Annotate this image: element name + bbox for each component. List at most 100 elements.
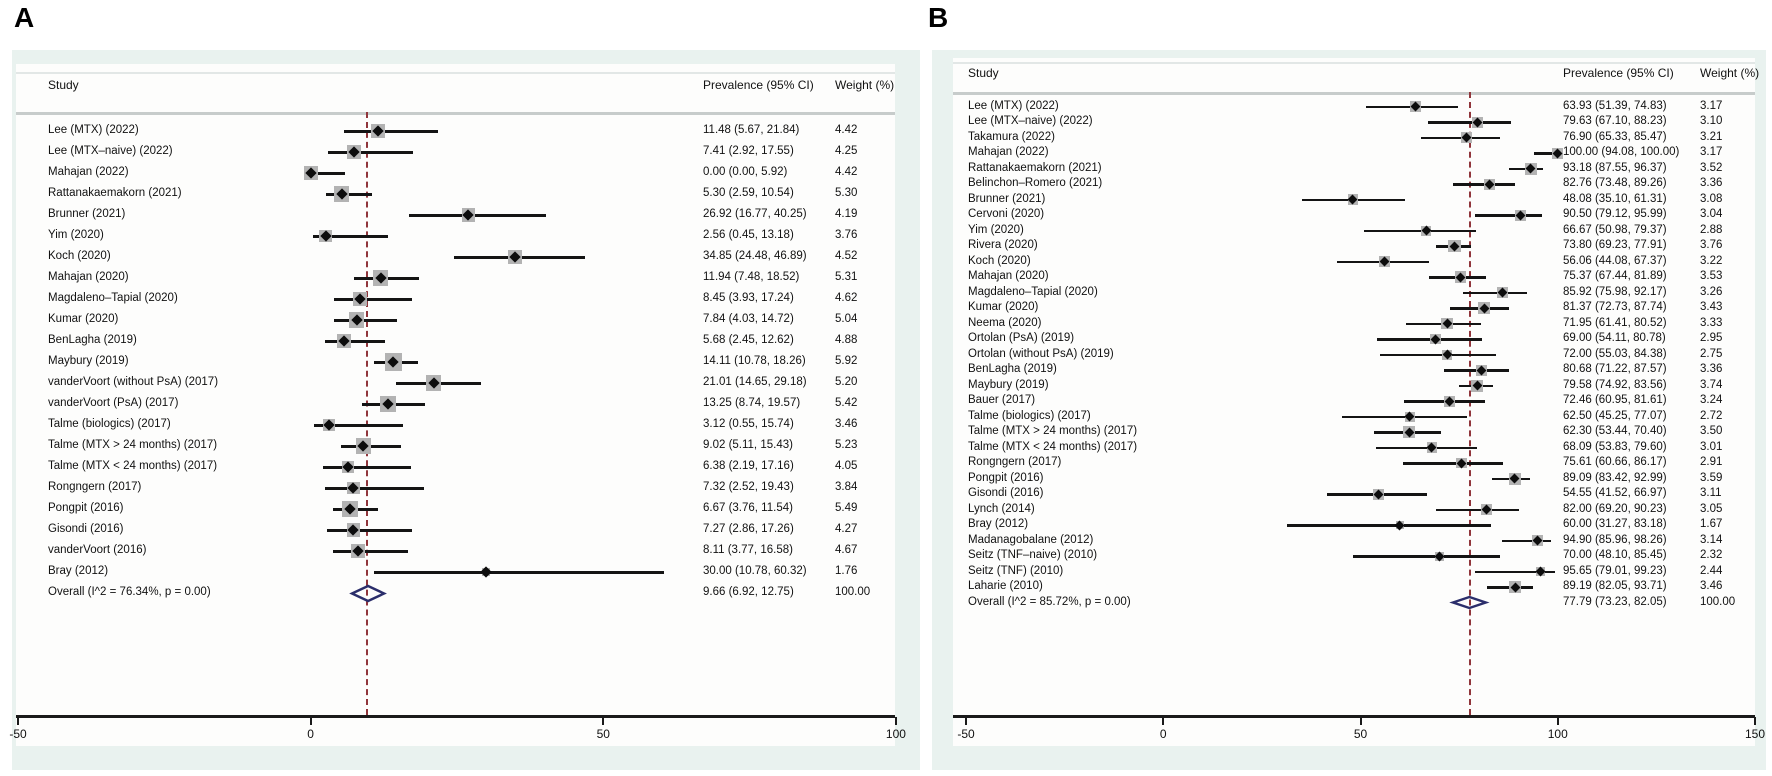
study-label: vanderVoort (without PsA) (2017) bbox=[48, 376, 219, 388]
study-label: Ortolan (PsA) (2019) bbox=[968, 332, 1075, 345]
table-top-rule bbox=[953, 62, 1755, 64]
axis-tick bbox=[17, 717, 19, 725]
study-label: Talme (MTX < 24 months) (2017) bbox=[968, 440, 1138, 453]
ci-line bbox=[327, 528, 412, 532]
table-row: Talme (MTX < 24 months) (2017) 68.09 (53.… bbox=[953, 440, 1755, 456]
prevalence-value: 7.41 (2.92, 17.55) bbox=[703, 145, 794, 157]
axis-tick bbox=[1556, 717, 1559, 725]
prevalence-value: 68.09 (53.83, 79.60) bbox=[1563, 440, 1667, 453]
ci-line bbox=[332, 549, 408, 553]
prevalence-value: 95.65 (79.01, 99.23) bbox=[1563, 564, 1667, 577]
study-label: Talme (MTX > 24 months) (2017) bbox=[48, 439, 218, 451]
axis-tick bbox=[1359, 717, 1362, 725]
axis-tick bbox=[309, 717, 312, 725]
study-label: Bray (2012) bbox=[968, 518, 1029, 531]
prevalence-value: 5.68 (2.45, 12.62) bbox=[703, 334, 794, 346]
overall-diamond bbox=[1449, 595, 1490, 610]
weight-value: 3.21 bbox=[1700, 130, 1723, 143]
prevalence-value: 0.00 (0.00, 5.92) bbox=[703, 166, 788, 178]
table-row: Talme (MTX < 24 months) (2017) 6.38 (2.19… bbox=[16, 457, 895, 478]
weight-value: 1.67 bbox=[1700, 518, 1723, 531]
study-label: Laharie (2010) bbox=[968, 580, 1043, 593]
study-label: Talme (biologics) (2017) bbox=[968, 409, 1091, 422]
prevalence-value: 79.63 (67.10, 88.23) bbox=[1563, 115, 1667, 128]
table-row: Talme (biologics) (2017) 62.50 (45.25, 77… bbox=[953, 409, 1755, 425]
prevalence-value: 6.38 (2.19, 17.16) bbox=[703, 460, 794, 472]
table-row: Lee (MTX) (2022) 11.48 (5.67, 21.84) 4.42 bbox=[16, 121, 895, 142]
overall-weight-value: 100.00 bbox=[835, 586, 871, 598]
table-row: Rattanakaemakorn (2021) 93.18 (87.55, 96.… bbox=[953, 161, 1755, 177]
study-label: Seitz (TNF) (2010) bbox=[968, 564, 1064, 577]
table-row: Magdaleno–Tapial (2020) 85.92 (75.98, 92.… bbox=[953, 285, 1755, 301]
study-label: BenLagha (2019) bbox=[48, 334, 137, 346]
table-row: BenLagha (2019) 5.68 (2.45, 12.62) 4.88 bbox=[16, 331, 895, 352]
study-label: Yim (2020) bbox=[48, 229, 104, 241]
study-label: BenLagha (2019) bbox=[968, 363, 1057, 376]
column-header-prevalence: Prevalence (95% CI) bbox=[703, 78, 814, 92]
weight-value: 5.92 bbox=[835, 355, 858, 367]
prevalence-value: 13.25 (8.74, 19.57) bbox=[703, 397, 801, 409]
weight-value: 3.76 bbox=[1700, 239, 1723, 252]
axis-tick-label: 50 bbox=[1353, 727, 1368, 741]
table-row: Talme (MTX > 24 months) (2017) 9.02 (5.11… bbox=[16, 436, 895, 457]
study-label: Bauer (2017) bbox=[968, 394, 1036, 407]
ci-line bbox=[1420, 136, 1501, 139]
weight-value: 3.53 bbox=[1700, 270, 1723, 283]
study-label: Brunner (2021) bbox=[968, 192, 1046, 205]
weight-value: 3.52 bbox=[1700, 161, 1723, 174]
prevalence-value: 56.06 (44.08, 67.37) bbox=[1563, 254, 1667, 267]
weight-value: 4.19 bbox=[835, 208, 858, 220]
prevalence-value: 48.08 (35.10, 61.31) bbox=[1563, 192, 1667, 205]
ci-line bbox=[1474, 570, 1555, 573]
study-label: Lee (MTX–naive) (2022) bbox=[48, 145, 173, 157]
ci-line bbox=[1462, 291, 1527, 294]
table-row: Ortolan (PsA) (2019) 69.00 (54.11, 80.78)… bbox=[953, 332, 1755, 348]
weight-value: 2.72 bbox=[1700, 409, 1723, 422]
weight-value: 3.26 bbox=[1700, 285, 1723, 298]
prevalence-value: 62.50 (45.25, 77.07) bbox=[1563, 409, 1667, 422]
axis-tick-label: -50 bbox=[957, 727, 975, 741]
plot-card-a: Study Prevalence (95% CI) Weight (%) Lee… bbox=[9, 64, 906, 746]
prevalence-value: 62.30 (53.44, 70.40) bbox=[1563, 425, 1667, 438]
prevalence-value: 73.80 (69.23, 77.91) bbox=[1563, 239, 1667, 252]
overall-label: Overall (I^2 = 76.34%, p = 0.00) bbox=[48, 586, 211, 598]
prevalence-value: 8.45 (3.93, 17.24) bbox=[703, 292, 794, 304]
prevalence-value: 11.94 (7.48, 18.52) bbox=[703, 271, 800, 283]
weight-value: 5.30 bbox=[835, 187, 858, 199]
study-label: Rattanakaemakorn (2021) bbox=[968, 161, 1102, 174]
prevalence-value: 21.01 (14.65, 29.18) bbox=[703, 376, 807, 388]
prevalence-value: 90.50 (79.12, 95.99) bbox=[1563, 208, 1667, 221]
overall-diamond bbox=[349, 584, 388, 602]
axis-tick bbox=[1162, 717, 1165, 725]
overall-label: Overall (I^2 = 85.72%, p = 0.00) bbox=[968, 595, 1131, 608]
column-header-study: Study bbox=[968, 66, 999, 80]
reference-line bbox=[366, 112, 369, 715]
axis-tick-label: 100 bbox=[885, 727, 906, 741]
weight-value: 2.75 bbox=[1700, 347, 1723, 360]
table-row: Mahajan (2020) 11.94 (7.48, 18.52) 5.31 bbox=[16, 268, 895, 289]
panel-b-label: B bbox=[928, 2, 949, 33]
table-row: Yim (2020) 66.67 (50.98, 79.37) 2.88 bbox=[953, 223, 1755, 239]
study-label: Pongpit (2016) bbox=[48, 502, 124, 514]
prevalence-value: 66.67 (50.98, 79.37) bbox=[1563, 223, 1667, 236]
study-label: Kumar (2020) bbox=[48, 313, 119, 325]
study-label: Magdaleno–Tapial (2020) bbox=[968, 285, 1098, 298]
overall-weight-value: 100.00 bbox=[1700, 595, 1736, 608]
prevalence-value: 11.48 (5.67, 21.84) bbox=[703, 124, 800, 136]
table-row: vanderVoort (2016) 8.11 (3.77, 16.58) 4.67 bbox=[16, 541, 895, 562]
table-row: Takamura (2022) 76.90 (65.33, 85.47) 3.21 bbox=[953, 130, 1755, 146]
axis-tick-label: 50 bbox=[596, 727, 610, 741]
study-label: Pongpit (2016) bbox=[968, 471, 1044, 484]
study-label: Magdaleno–Tapial (2020) bbox=[48, 292, 178, 304]
table-row: Talme (biologics) (2017) 3.12 (0.55, 15.7… bbox=[16, 415, 895, 436]
study-label: Neema (2020) bbox=[968, 316, 1042, 329]
table-row: Mahajan (2022) 100.00 (94.08, 100.00) 3.17 bbox=[953, 146, 1755, 162]
ci-line bbox=[1341, 415, 1468, 418]
study-label: Koch (2020) bbox=[968, 254, 1031, 267]
prevalence-value: 82.00 (69.20, 90.23) bbox=[1563, 502, 1667, 515]
prevalence-value: 30.00 (10.78, 60.32) bbox=[703, 565, 807, 577]
column-header-weight: Weight (%) bbox=[1700, 66, 1760, 80]
prevalence-value: 72.00 (55.03, 84.38) bbox=[1563, 347, 1667, 360]
study-label: Rongngern (2017) bbox=[48, 481, 142, 493]
